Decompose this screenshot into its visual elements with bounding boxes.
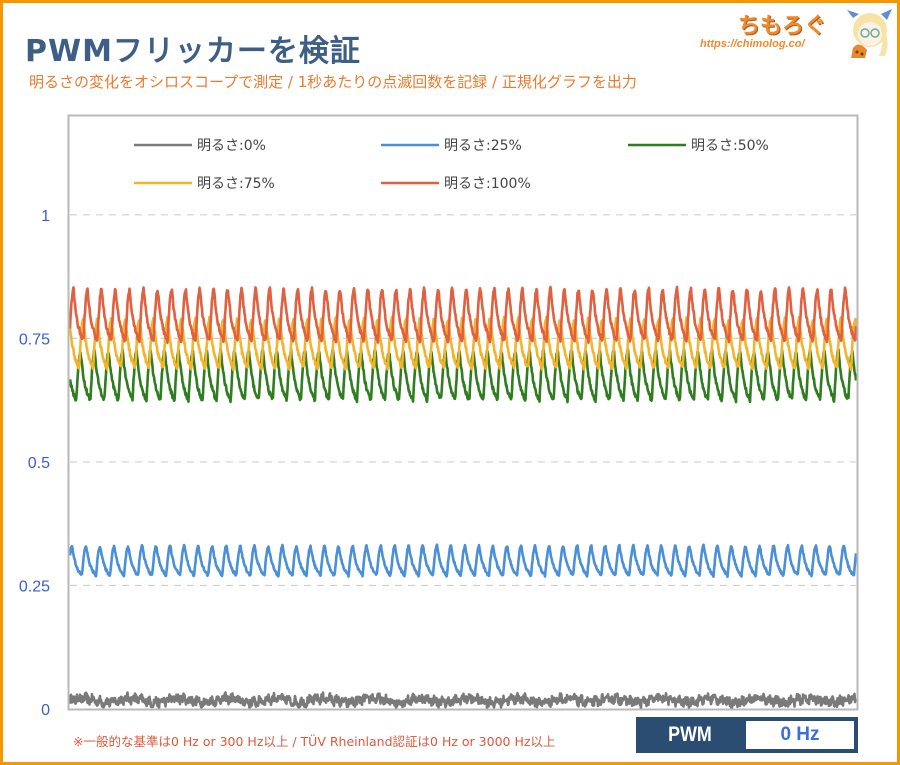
logo-url[interactable]: https://chimolog.co/: [700, 38, 805, 50]
legend-item[interactable]: 明るさ:50%: [628, 138, 769, 154]
logo-name: ちもろぐ: [738, 14, 827, 39]
legend-label: 明るさ:25%: [444, 138, 522, 154]
pwm-badge-label: PWM: [668, 723, 712, 746]
series-line-4: [68, 285, 858, 345]
legend-item[interactable]: 明るさ:25%: [381, 138, 522, 154]
y-tick-label: 0: [41, 702, 50, 719]
series-lines: [68, 285, 858, 710]
legend-label: 明るさ:75%: [197, 176, 275, 192]
y-axis-ticks: 0 0.25 0.5 0.75 1: [19, 208, 50, 719]
y-tick-label: 1: [41, 208, 50, 225]
y-tick-label: 0.25: [19, 578, 50, 595]
y-tick-label: 0.75: [19, 331, 50, 348]
series-line-1: [68, 543, 858, 578]
legend-item[interactable]: 明るさ:75%: [134, 176, 275, 192]
legend-item[interactable]: 明るさ:0%: [134, 138, 266, 154]
site-logo[interactable]: ちもろぐ https://chimolog.co/: [700, 8, 892, 58]
page-title: PWMフリッカーを検証: [25, 34, 361, 69]
legend: 明るさ:0% 明るさ:25% 明るさ:50% 明るさ:75% 明るさ:100%: [134, 138, 769, 192]
y-tick-label: 0.5: [28, 455, 50, 472]
legend-label: 明るさ:100%: [444, 176, 531, 192]
mascot-icon: [847, 9, 892, 58]
legend-label: 明るさ:0%: [197, 138, 266, 154]
legend-item[interactable]: 明るさ:100%: [381, 176, 531, 192]
pwm-badge: PWM 0 Hz: [636, 717, 858, 753]
footnote: ※一般的な基準は0 Hz or 300 Hz以上 / TÜV Rheinland…: [73, 734, 556, 749]
plot-area-frame: [67, 114, 859, 711]
series-line-0: [68, 691, 857, 710]
grid-lines: [70, 214, 856, 587]
pwm-badge-value: 0 Hz: [746, 721, 854, 749]
page-subtitle: 明るさの変化をオシロスコープで測定 / 1秒あたりの点滅回数を記録 / 正規化グ…: [29, 73, 637, 91]
legend-label: 明るさ:50%: [691, 138, 769, 154]
